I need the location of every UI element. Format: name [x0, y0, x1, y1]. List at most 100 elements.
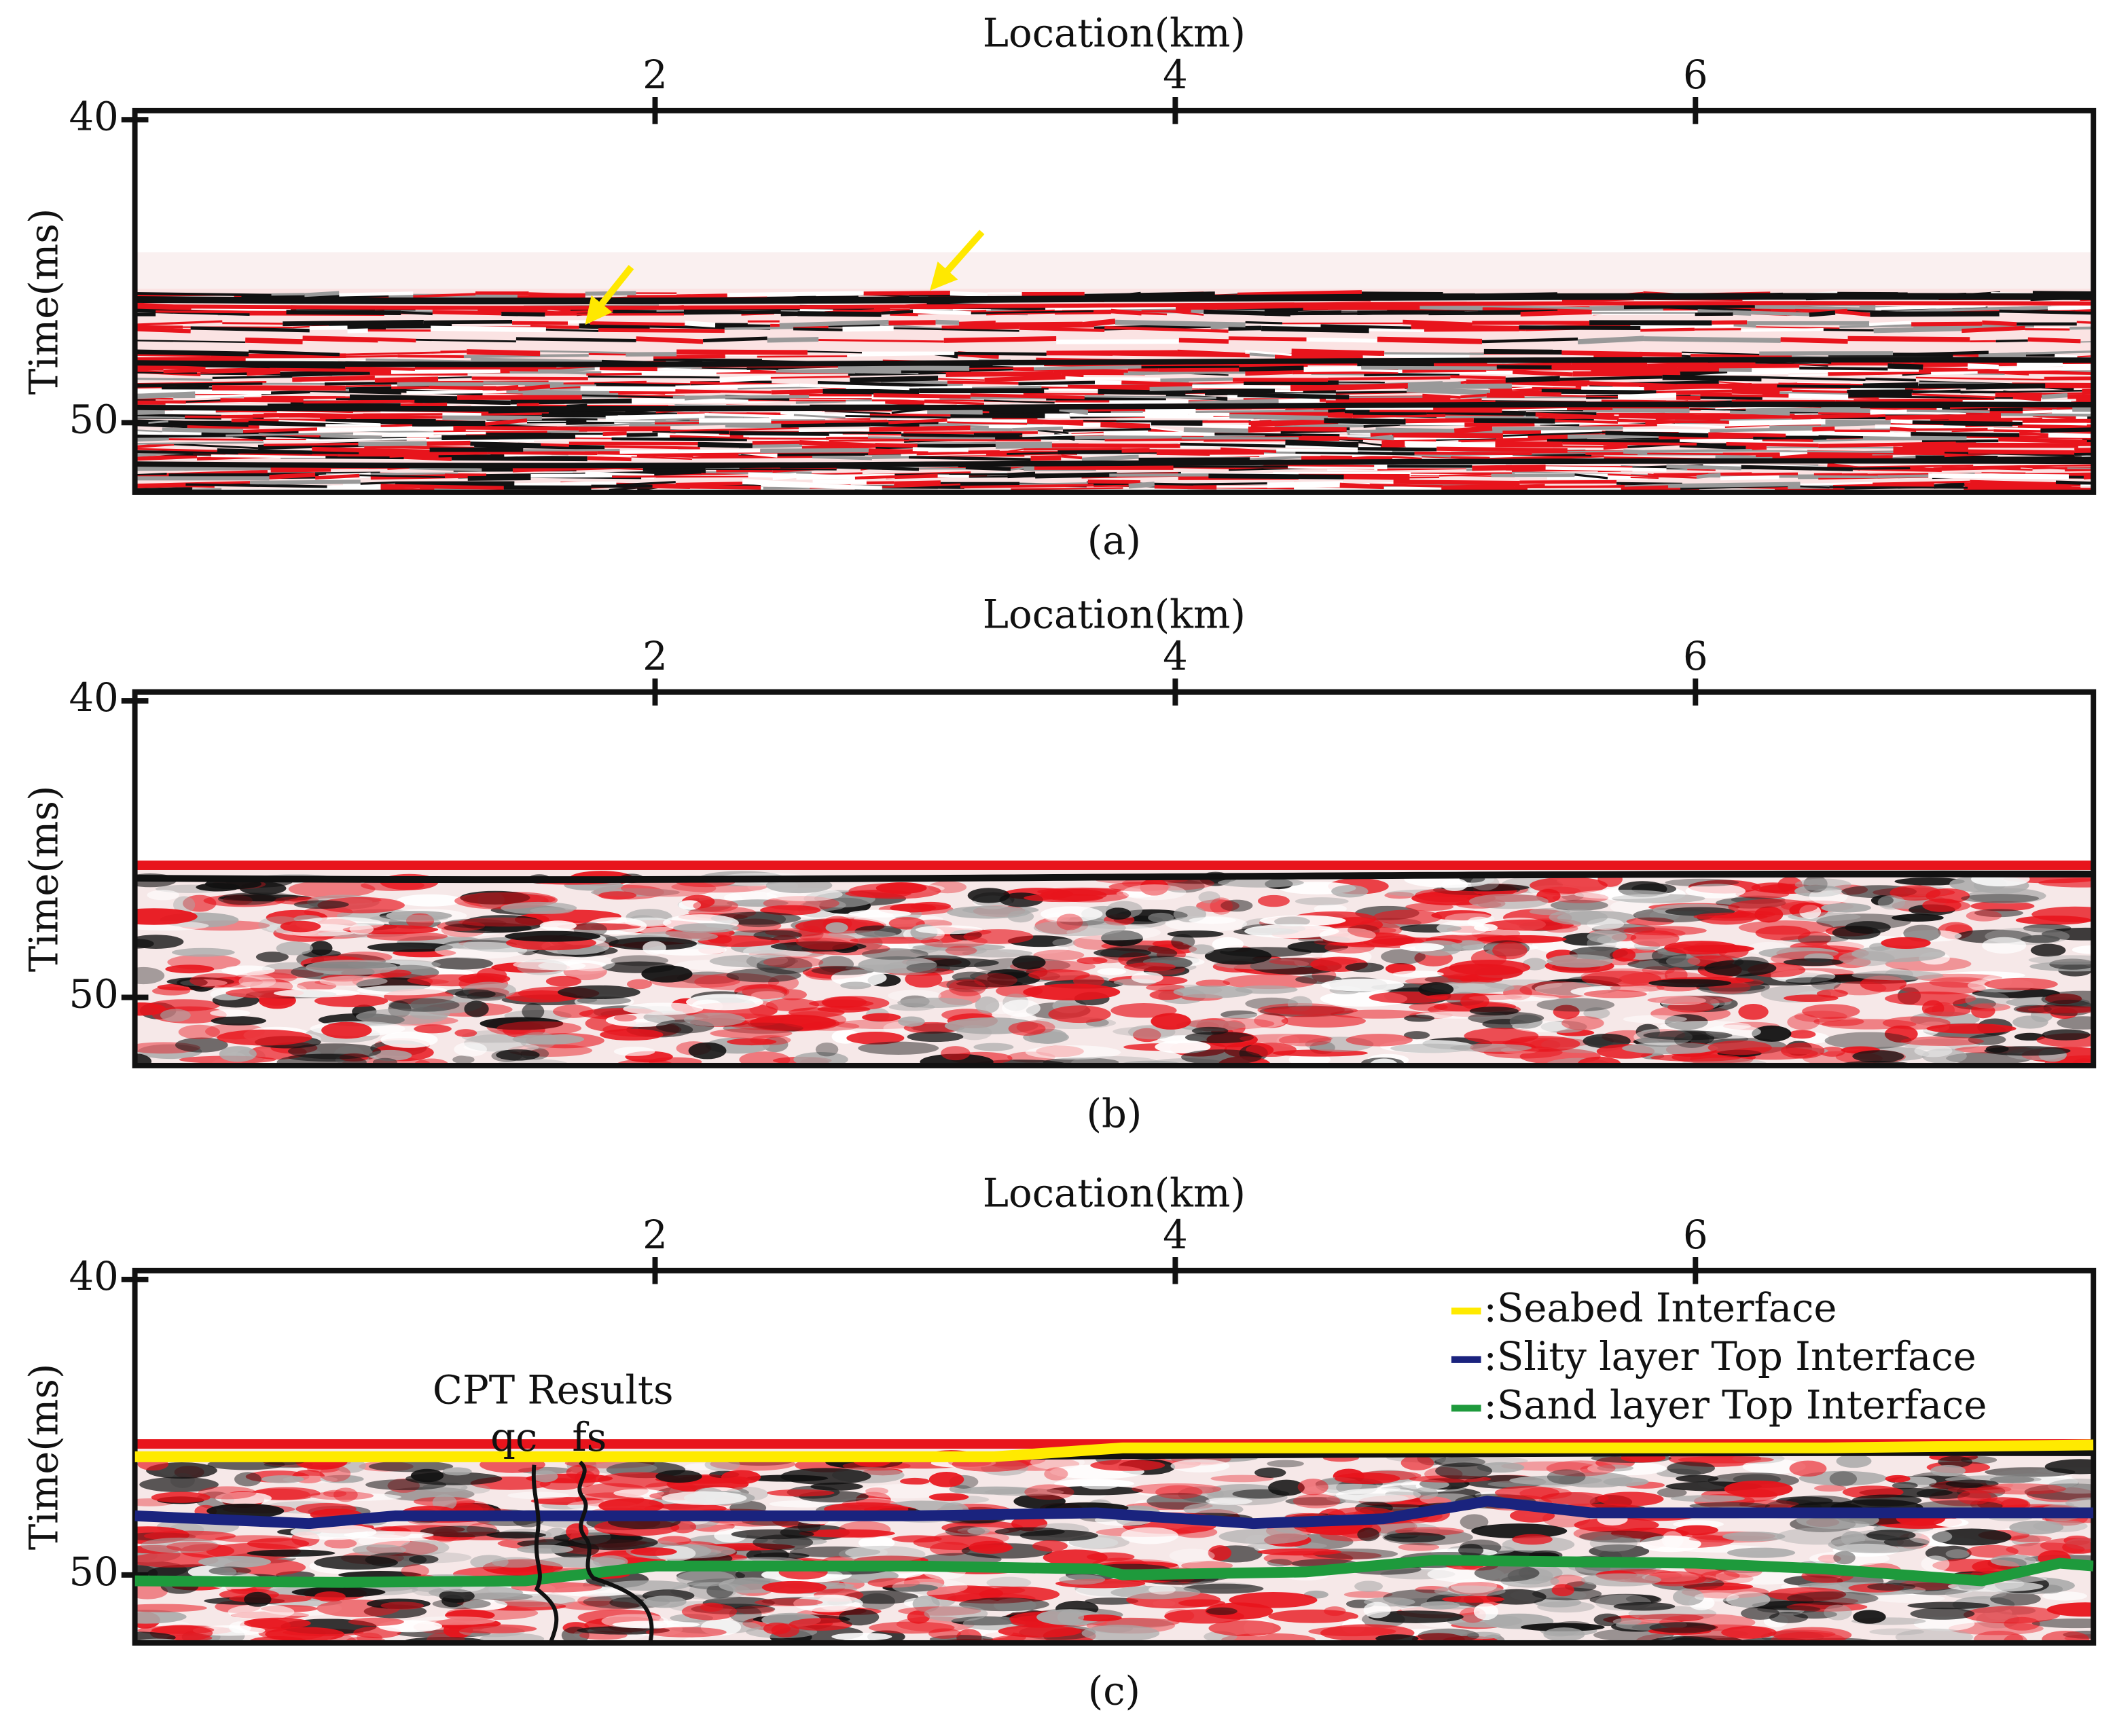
blob: [1794, 878, 1851, 891]
trace: [969, 367, 1034, 369]
trace: [1511, 386, 1532, 390]
blob: [897, 997, 973, 1008]
blob: [147, 890, 180, 901]
blob: [134, 1053, 152, 1066]
blob: [928, 1628, 961, 1639]
blob: [1727, 1547, 1796, 1558]
trace: [1761, 376, 1866, 382]
trace: [1862, 382, 1919, 387]
trace: [309, 325, 348, 331]
trace: [185, 483, 327, 488]
trace: [729, 431, 829, 436]
blob: [217, 892, 276, 905]
blob: [1722, 1532, 1786, 1542]
blob: [589, 1462, 657, 1475]
blob: [986, 1576, 1032, 1589]
trace: [463, 354, 589, 359]
blob: [439, 1589, 475, 1603]
reflector: [134, 301, 2094, 310]
trace: [868, 448, 913, 453]
trace: [1893, 350, 1989, 357]
blob: [845, 1547, 888, 1559]
blob: [445, 1609, 495, 1621]
blob: [742, 984, 790, 1000]
trace: [885, 399, 985, 405]
cpt-title: CPT Results: [433, 1368, 674, 1413]
blob: [840, 981, 871, 990]
trace: [391, 367, 501, 374]
blob: [1788, 912, 1861, 922]
blob: [1181, 1049, 1262, 1065]
blob: [1721, 1626, 1777, 1639]
blob: [1392, 971, 1444, 978]
trace: [1441, 486, 1528, 492]
blob: [1400, 1455, 1434, 1470]
blob: [1263, 1006, 1358, 1015]
trace: [514, 481, 617, 487]
blob: [365, 1552, 427, 1568]
trace: [264, 442, 359, 447]
blob: [1640, 1535, 1701, 1553]
blob: [630, 1547, 677, 1556]
blob: [265, 1627, 345, 1642]
trace: [1687, 469, 1716, 471]
blob: [998, 1625, 1082, 1638]
trace: [761, 482, 882, 490]
blob: [1574, 889, 1670, 899]
trace: [432, 310, 502, 316]
reflector: [134, 357, 2094, 367]
blob: [1869, 1628, 1925, 1635]
trace: [1786, 430, 1911, 437]
blob: [848, 883, 941, 899]
y-tick-label: 50: [69, 1549, 118, 1595]
blob: [507, 1491, 569, 1500]
trace: [1216, 484, 1340, 488]
blob: [505, 930, 601, 942]
blob: [1223, 974, 1318, 990]
blob: [793, 1051, 848, 1066]
blob: [1413, 1487, 1439, 1500]
blob: [467, 991, 507, 1001]
trace: [1540, 429, 1580, 434]
blob: [1078, 1614, 1122, 1622]
trace: [880, 323, 942, 330]
trace: [453, 426, 579, 431]
blob: [865, 1487, 889, 1495]
blob: [166, 1541, 221, 1552]
blob: [1218, 1528, 1309, 1544]
trace: [1818, 411, 1872, 416]
trace: [581, 394, 673, 399]
trace: [629, 422, 725, 427]
trace: [225, 432, 354, 437]
trace: [657, 365, 702, 369]
blob: [221, 965, 275, 976]
blob: [1058, 1574, 1106, 1585]
blob: [333, 1487, 358, 1502]
blob: [825, 922, 848, 933]
trace: [217, 448, 312, 454]
trace: [222, 322, 283, 325]
blob: [1447, 973, 1478, 983]
trace: [873, 393, 971, 399]
trace: [657, 433, 730, 437]
blob: [539, 920, 577, 931]
blob: [1561, 1015, 1604, 1030]
blob: [1710, 998, 1732, 1006]
trace: [1352, 414, 1446, 418]
trace: [168, 421, 279, 425]
blob: [134, 966, 165, 985]
trace: [1271, 420, 1324, 425]
y-tick-label: 50: [69, 972, 118, 1017]
blob: [1483, 919, 1574, 931]
blob: [1354, 1580, 1384, 1592]
blob: [1404, 1014, 1434, 1022]
blob: [431, 957, 493, 970]
y-tick-label: 50: [69, 397, 118, 442]
blob: [1930, 1464, 1966, 1477]
blob: [215, 1535, 293, 1543]
blob: [1415, 888, 1479, 903]
trace: [195, 393, 262, 399]
trace: [518, 384, 551, 391]
trace: [1007, 452, 1058, 455]
trace: [1492, 426, 1623, 431]
